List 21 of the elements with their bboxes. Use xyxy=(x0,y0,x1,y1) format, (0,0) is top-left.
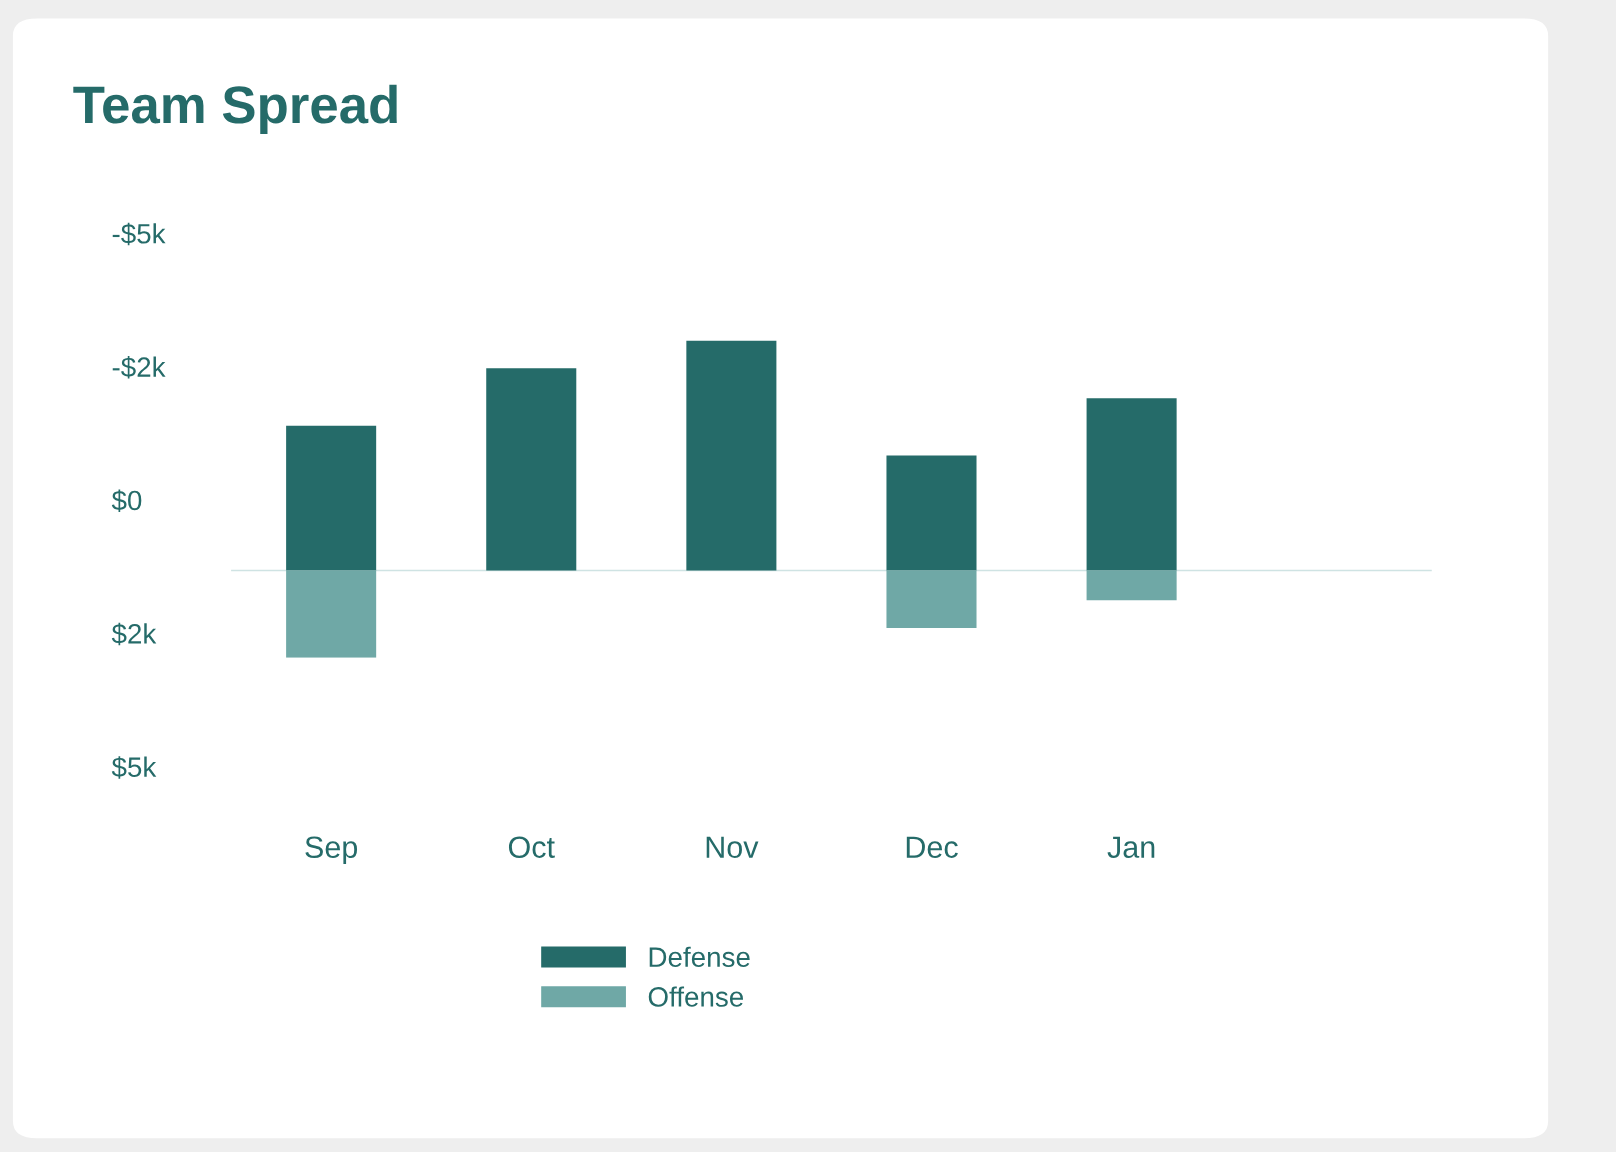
x-tick-label: Jan xyxy=(1107,836,1155,859)
bar xyxy=(686,340,777,571)
bar xyxy=(486,368,577,571)
bar xyxy=(286,425,377,571)
x-tick-label: Dec xyxy=(906,836,958,859)
text: $2k xyxy=(111,622,157,646)
chart-title: Team Spread xyxy=(73,84,397,135)
bar xyxy=(1086,570,1177,601)
x-tick-label: Sep xyxy=(305,836,358,865)
text: -$2k xyxy=(112,356,166,379)
text: -$5k xyxy=(112,222,166,246)
bar xyxy=(886,570,977,628)
bar xyxy=(886,455,977,571)
text: $5k xyxy=(111,756,157,779)
legend-label: Offense xyxy=(648,986,744,1007)
bar xyxy=(1086,398,1177,571)
bar xyxy=(286,570,377,658)
x-tick-label: Nov xyxy=(706,836,759,859)
legend-label: Defense xyxy=(649,946,750,967)
x-tick-label: Oct xyxy=(508,836,555,859)
text: $0 xyxy=(111,489,142,512)
